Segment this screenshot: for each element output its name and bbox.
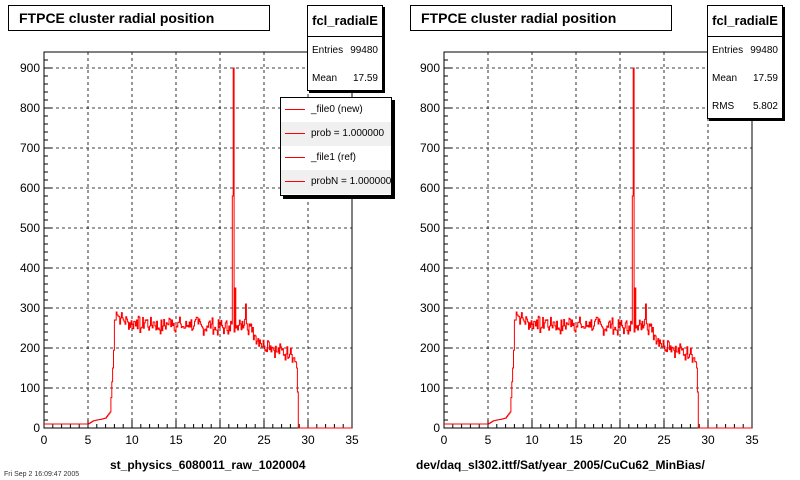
right-stats-label: RMS bbox=[712, 101, 735, 112]
left-stats-value: 17.59 bbox=[352, 73, 378, 84]
histogram-series-line bbox=[44, 67, 352, 429]
right-stats-value: 17.59 bbox=[752, 73, 778, 84]
right-stats-row-mean: Mean 17.59 bbox=[708, 65, 782, 93]
x-tick-label: 5 bbox=[85, 433, 92, 447]
y-tick-label: 200 bbox=[20, 341, 40, 355]
x-tick-label: 0 bbox=[41, 433, 48, 447]
x-tick-label: 5 bbox=[485, 433, 492, 447]
left-stats-box: fcl_radialE Entries 99480 Mean 17.59 bbox=[307, 5, 383, 91]
left-stats-row-entries: Entries 99480 bbox=[308, 37, 382, 65]
right-stats-row-entries: Entries 99480 bbox=[708, 37, 782, 65]
legend-item: prob = 1.000000 bbox=[281, 122, 391, 146]
x-tick-label: 35 bbox=[345, 433, 359, 447]
x-tick-label: 10 bbox=[125, 433, 139, 447]
y-tick-label: 100 bbox=[420, 381, 440, 395]
y-tick-label: 0 bbox=[433, 421, 440, 435]
y-tick-label: 100 bbox=[20, 381, 40, 395]
y-tick-label: 700 bbox=[420, 141, 440, 155]
y-tick-label: 700 bbox=[20, 141, 40, 155]
right-caption: dev/daq_sl302.ittf/Sat/year_2005/CuCu62_… bbox=[416, 458, 705, 472]
right-stats-value: 5.802 bbox=[752, 101, 778, 112]
legend-item: _file0 (new) bbox=[281, 98, 391, 122]
legend-label: prob = 1.000000 bbox=[311, 128, 385, 139]
left-stats-name: fcl_radialE bbox=[308, 6, 382, 37]
right-stats-box: fcl_radialE Entries 99480 Mean 17.59 RMS… bbox=[707, 5, 783, 119]
legend-item: probN = 1.000000 bbox=[281, 170, 391, 194]
left-stats-label: Entries bbox=[312, 45, 344, 56]
x-tick-label: 15 bbox=[169, 433, 183, 447]
y-tick-label: 600 bbox=[20, 181, 40, 195]
left-legend: _file0 (new) prob = 1.000000 _file1 (ref… bbox=[280, 97, 392, 196]
right-stats-label: Entries bbox=[712, 45, 744, 56]
footnote: Fri Sep 2 16:09:47 2005 bbox=[4, 471, 80, 478]
y-tick-label: 200 bbox=[420, 341, 440, 355]
right-stats-row-rms: RMS 5.802 bbox=[708, 93, 782, 121]
x-tick-label: 30 bbox=[701, 433, 715, 447]
y-tick-label: 400 bbox=[420, 261, 440, 275]
x-tick-label: 30 bbox=[301, 433, 315, 447]
y-tick-label: 500 bbox=[20, 221, 40, 235]
legend-swatch bbox=[285, 181, 305, 182]
right-panel-title: FTPCE cluster radial position bbox=[410, 5, 672, 31]
right-stats-name: fcl_radialE bbox=[708, 6, 782, 37]
legend-label: probN = 1.000000 bbox=[311, 176, 392, 187]
left-panel-title: FTPCE cluster radial position bbox=[8, 5, 270, 31]
y-tick-label: 900 bbox=[420, 61, 440, 75]
y-tick-label: 300 bbox=[420, 301, 440, 315]
y-tick-label: 0 bbox=[33, 421, 40, 435]
y-tick-label: 800 bbox=[420, 101, 440, 115]
x-tick-label: 15 bbox=[569, 433, 583, 447]
right-stats-value: 99480 bbox=[750, 45, 778, 56]
plot-frame bbox=[443, 51, 753, 429]
y-tick-label: 900 bbox=[20, 61, 40, 75]
legend-swatch bbox=[285, 109, 305, 110]
left-stats-label: Mean bbox=[312, 73, 338, 84]
histogram-series-line bbox=[444, 67, 752, 429]
x-tick-label: 20 bbox=[213, 433, 227, 447]
y-tick-label: 500 bbox=[420, 221, 440, 235]
x-tick-label: 35 bbox=[745, 433, 759, 447]
legend-swatch bbox=[285, 157, 305, 158]
left-stats-row-mean: Mean 17.59 bbox=[308, 65, 382, 93]
y-tick-label: 600 bbox=[420, 181, 440, 195]
y-tick-label: 800 bbox=[20, 101, 40, 115]
legend-label: _file1 (ref) bbox=[311, 152, 357, 163]
legend-label: _file0 (new) bbox=[311, 104, 363, 115]
y-tick-label: 300 bbox=[20, 301, 40, 315]
x-tick-label: 25 bbox=[257, 433, 271, 447]
legend-item: _file1 (ref) bbox=[281, 146, 391, 170]
x-tick-label: 10 bbox=[525, 433, 539, 447]
right-stats-label: Mean bbox=[712, 73, 738, 84]
left-stats-value: 99480 bbox=[350, 45, 378, 56]
x-tick-label: 20 bbox=[613, 433, 627, 447]
legend-swatch bbox=[285, 133, 305, 134]
left-caption: st_physics_6080011_raw_1020004 bbox=[110, 458, 306, 472]
y-tick-label: 400 bbox=[20, 261, 40, 275]
x-tick-label: 25 bbox=[657, 433, 671, 447]
x-tick-label: 0 bbox=[441, 433, 448, 447]
